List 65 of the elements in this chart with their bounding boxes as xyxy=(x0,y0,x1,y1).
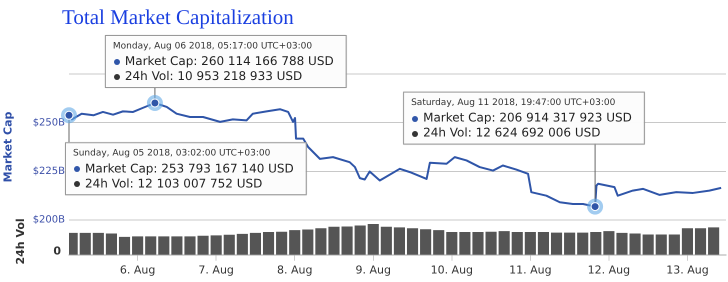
bar xyxy=(250,232,261,255)
annotation: Market Cap: 206 914 317 923 USD xyxy=(423,110,632,125)
bar xyxy=(420,229,432,255)
annotation: 24h Vol: 12 624 692 006 USD xyxy=(423,126,600,140)
bar xyxy=(630,234,641,255)
y-axis-title: 24h Vol xyxy=(14,218,27,265)
x-tick-label: 12. Aug xyxy=(588,263,630,276)
bar xyxy=(524,232,536,255)
bar xyxy=(106,234,117,255)
bar xyxy=(184,236,196,255)
bar xyxy=(498,231,510,255)
annotation: Sunday, Aug 05 2018, 03:02:00 UTC+03:00 xyxy=(73,148,271,159)
bar xyxy=(236,234,248,255)
bar xyxy=(210,235,222,255)
bar xyxy=(198,236,209,255)
bar xyxy=(472,232,484,255)
annotation: 24h Vol: 12 103 007 752 USD xyxy=(85,176,262,190)
y-tick-label: $250B xyxy=(32,117,66,128)
bar xyxy=(118,236,130,255)
bar xyxy=(224,234,235,255)
bar xyxy=(603,231,614,255)
bar xyxy=(550,232,562,255)
text: Market Cap: 260 114 166 788 USD xyxy=(124,54,334,68)
x-tick-label: 8. Aug xyxy=(276,263,312,276)
annotation: Saturday, Aug 11 2018, 19:47:00 UTC+03:00 xyxy=(411,98,616,108)
bar xyxy=(354,226,366,255)
bar xyxy=(80,232,91,255)
y-axis-title: Market Cap xyxy=(1,112,14,182)
bar xyxy=(315,228,326,255)
y-tick-label: $225B xyxy=(32,166,66,177)
y-tick-label: $200B xyxy=(32,214,66,226)
bar xyxy=(694,228,706,255)
bar xyxy=(342,226,353,255)
annotation: 24h Vol: 10 953 218 933 USD xyxy=(124,69,302,84)
bar xyxy=(368,224,379,255)
bar xyxy=(656,234,667,255)
text: Monday, Aug 06 2018, 05:17:00 UTC+03:00 xyxy=(112,41,312,52)
bar xyxy=(276,232,288,255)
bar xyxy=(262,232,274,255)
bar xyxy=(459,232,470,255)
x-tick-label: 6. Aug xyxy=(120,263,156,276)
bar xyxy=(406,228,418,255)
bar xyxy=(171,236,182,255)
bar xyxy=(92,232,104,255)
bar xyxy=(708,227,720,255)
bar xyxy=(642,234,654,255)
bar xyxy=(668,234,680,255)
chart-title: Total Market Capitalization xyxy=(62,5,294,30)
bar xyxy=(538,232,549,255)
bar xyxy=(486,232,497,255)
bar xyxy=(380,226,392,255)
x-tick-label: 11. Aug xyxy=(509,263,552,276)
bar xyxy=(564,232,576,255)
bar xyxy=(394,227,405,255)
x-tick-label: 9. Aug xyxy=(356,263,391,276)
x-tick-label: 13. Aug xyxy=(666,263,709,276)
bar xyxy=(512,232,523,255)
annotation: Market Cap: 253 793 167 140 USD xyxy=(85,161,294,176)
bar xyxy=(132,236,144,255)
bar xyxy=(616,232,628,255)
text: 0 xyxy=(53,244,62,258)
x-tick-label: 10. Aug xyxy=(430,263,474,276)
x-tick-label: 7. Aug xyxy=(198,263,234,276)
bar xyxy=(328,226,340,255)
bar xyxy=(682,228,693,255)
